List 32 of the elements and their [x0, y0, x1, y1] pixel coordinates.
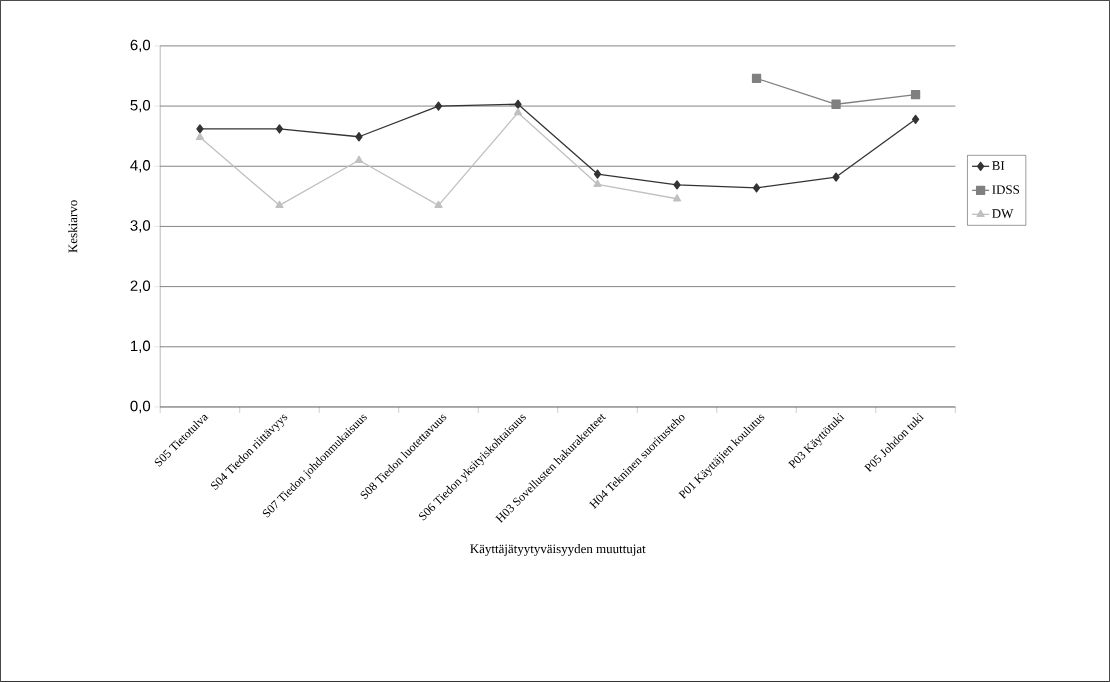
- point: [354, 155, 364, 163]
- point: [513, 108, 523, 116]
- point: [275, 200, 284, 209]
- point: [434, 101, 443, 111]
- point: [593, 169, 602, 179]
- legend-label: IDSS: [992, 185, 1020, 195]
- y-tick-label: 3,0: [130, 220, 151, 233]
- point: [672, 194, 682, 202]
- y-tick-label: 0,0: [130, 400, 151, 414]
- legend-label: BI: [992, 161, 1005, 170]
- point: [832, 172, 840, 182]
- y-axis-title: Keskiarvo: [68, 200, 78, 253]
- point: [514, 99, 522, 109]
- y-tick-label: 1,0: [131, 340, 151, 353]
- point: [434, 200, 443, 209]
- y-tick-label: 6,0: [130, 39, 151, 53]
- y-tick-label: 4,0: [130, 160, 151, 173]
- legend-label: DW: [992, 209, 1014, 219]
- point: [593, 179, 602, 187]
- point: [275, 124, 284, 134]
- point: [673, 180, 681, 190]
- point: [355, 132, 363, 142]
- point: [196, 124, 204, 134]
- point: [910, 90, 921, 100]
- y-tick-label: 2,0: [130, 280, 151, 293]
- point: [831, 99, 841, 109]
- point: [195, 132, 205, 141]
- x-axis-title: Käyttäjätyytyväisyyden muuttujat: [470, 544, 646, 556]
- point: [752, 183, 761, 193]
- point: [751, 73, 762, 84]
- y-tick-label: 5,0: [130, 99, 151, 113]
- point: [911, 114, 920, 125]
